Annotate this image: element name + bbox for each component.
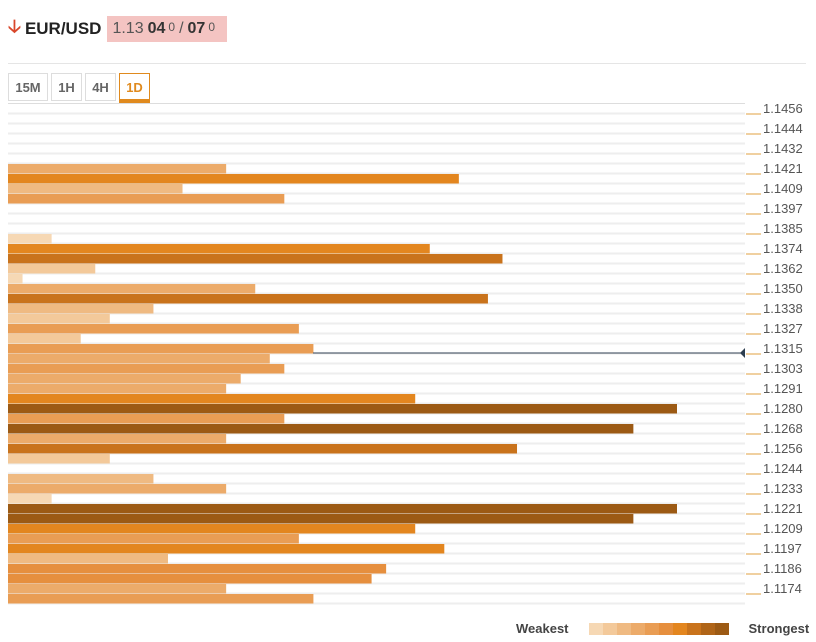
- legend-swatch: [616, 622, 631, 635]
- confluence-bar: [8, 424, 634, 434]
- confluence-bar: [8, 404, 677, 414]
- confluence-bar: [8, 484, 227, 494]
- confluence-bar: [8, 304, 154, 314]
- legend-swatch: [588, 622, 603, 635]
- confluence-bar: [8, 334, 81, 344]
- axis-label: 1.1233: [763, 481, 803, 496]
- confluence-bar: [8, 554, 168, 564]
- confluence-bar: [8, 434, 227, 444]
- arrow-down-icon: 🡣: [8, 16, 21, 36]
- confluence-bar: [8, 314, 110, 324]
- divider: [8, 63, 806, 64]
- axis-label: 1.1397: [763, 201, 803, 216]
- ask-price: 07: [187, 20, 206, 37]
- axis-label: 1.1350: [763, 281, 803, 296]
- axis-label: 1.1209: [763, 521, 803, 536]
- pair-name: EUR/USD: [24, 19, 102, 38]
- axis-label: 1.1327: [763, 321, 803, 336]
- axis-label: 1.1221: [763, 501, 803, 516]
- confluence-bar: [8, 544, 445, 554]
- confluence-bar: [8, 524, 416, 534]
- legend-swatch: [602, 622, 617, 635]
- price-box: 1.13 04 0 / 07 0: [107, 16, 228, 42]
- confluence-bar: [8, 254, 503, 264]
- legend-scale: [588, 622, 729, 635]
- confluence-bar: [8, 504, 677, 514]
- legend: Weakest Strongest: [516, 621, 809, 636]
- confluence-bar: [8, 564, 387, 574]
- tab-15m[interactable]: 15M: [8, 73, 48, 101]
- confluence-bar: [8, 354, 270, 364]
- legend-swatch: [644, 622, 659, 635]
- confluence-bar: [8, 514, 634, 524]
- axis-label: 1.1186: [763, 561, 802, 576]
- axis-label: 1.1421: [763, 161, 803, 176]
- confluence-bar: [8, 574, 372, 584]
- ask-superscript: 0: [208, 20, 216, 34]
- chart-top-border: [8, 103, 745, 104]
- axis-label: 1.1303: [763, 361, 803, 376]
- pair-header: 🡣 EUR/USD 1.13 04 0 / 07 0: [8, 12, 228, 46]
- legend-strongest: Strongest: [748, 621, 810, 636]
- legend-swatch: [686, 622, 701, 635]
- axis-label: 1.1256: [763, 441, 803, 456]
- legend-swatch: [658, 622, 673, 635]
- confluence-bar: [8, 244, 430, 254]
- confluence-bar: [8, 534, 299, 544]
- axis-label: 1.1291: [763, 381, 803, 396]
- confluence-bar: [8, 494, 52, 504]
- timeframe-tabs: 15M 1H 4H 1D: [8, 73, 150, 103]
- tab-4h[interactable]: 4H: [85, 73, 116, 101]
- price-separator: /: [179, 20, 184, 37]
- confluence-bar: [8, 374, 241, 384]
- confluence-bar: [8, 234, 52, 244]
- axis-label: 1.1444: [763, 121, 803, 136]
- axis-label: 1.1385: [763, 221, 803, 236]
- axis-label: 1.1197: [763, 541, 802, 556]
- axis-label: 1.1456: [763, 101, 803, 116]
- axis-label: 1.1432: [763, 141, 803, 156]
- axis-label: 1.1374: [763, 241, 803, 256]
- axis-label: 1.1280: [763, 401, 803, 416]
- axis-label: 1.1315: [763, 341, 803, 356]
- confluence-bar: [8, 394, 416, 404]
- axis-label: 1.1409: [763, 181, 803, 196]
- legend-swatch: [630, 622, 645, 635]
- legend-swatch: [672, 622, 687, 635]
- bid-price: 04: [147, 20, 166, 37]
- axis-label: 1.1268: [763, 421, 803, 436]
- legend-weakest: Weakest: [516, 621, 569, 636]
- legend-swatch: [700, 622, 715, 635]
- confluence-bar: [8, 174, 459, 184]
- axis-label: 1.1362: [763, 261, 803, 276]
- price-prefix: 1.13: [112, 20, 144, 37]
- current-price-marker-icon: [740, 348, 745, 358]
- confluence-bar: [8, 194, 285, 204]
- confluence-bar: [8, 264, 96, 274]
- axis-label: 1.1244: [763, 461, 803, 476]
- confluence-bar: [8, 584, 227, 594]
- bid-superscript: 0: [168, 20, 176, 34]
- confluence-bar: [8, 184, 183, 194]
- confluence-bar: [8, 294, 488, 304]
- confluence-bar: [8, 594, 314, 604]
- confluence-bar: [8, 284, 256, 294]
- confluence-bar: [8, 274, 23, 284]
- confluence-bar: [8, 414, 285, 424]
- axis-label: 1.1174: [763, 581, 802, 596]
- confluence-bar: [8, 344, 314, 354]
- confluence-bar: [8, 454, 110, 464]
- confluence-bar: [8, 364, 285, 374]
- tab-1d[interactable]: 1D: [119, 73, 150, 103]
- tab-1h[interactable]: 1H: [51, 73, 82, 101]
- axis-label: 1.1338: [763, 301, 803, 316]
- confluence-bar: [8, 324, 299, 334]
- confluence-bar: [8, 164, 227, 174]
- legend-swatch: [714, 622, 729, 635]
- confluence-bar: [8, 444, 518, 454]
- confluence-bar: [8, 474, 154, 484]
- confluence-bar: [8, 384, 227, 394]
